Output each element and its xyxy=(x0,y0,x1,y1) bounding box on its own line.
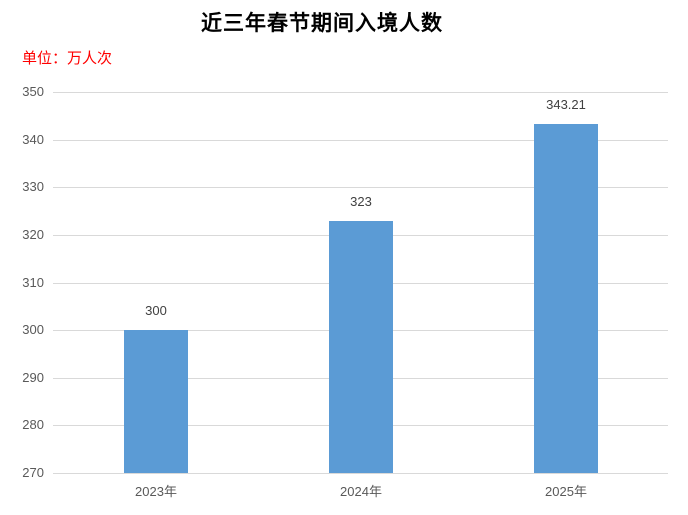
bar-value-label: 300 xyxy=(145,303,167,318)
y-axis-tick-label: 320 xyxy=(22,227,44,242)
y-axis-tick-label: 350 xyxy=(22,84,44,99)
chart-title: 近三年春节期间入境人数 xyxy=(201,11,443,35)
x-axis-category-label: 2024年 xyxy=(340,484,382,499)
bar-value-label: 323 xyxy=(350,194,372,209)
gridline xyxy=(53,140,668,141)
y-axis-tick-label: 310 xyxy=(22,275,44,290)
gridline xyxy=(53,473,668,474)
unit-label: 单位：万人次 xyxy=(22,50,113,67)
bar xyxy=(124,330,188,473)
x-axis-category-label: 2025年 xyxy=(545,484,587,499)
y-axis-tick-label: 340 xyxy=(22,132,44,147)
x-axis-category-label: 2023年 xyxy=(135,484,177,499)
gridline xyxy=(53,187,668,188)
bar-value-label: 343.21 xyxy=(546,97,586,112)
y-axis-tick-label: 330 xyxy=(22,179,44,194)
gridline xyxy=(53,92,668,93)
bar xyxy=(329,221,393,473)
bar xyxy=(534,124,598,473)
y-axis-tick-label: 300 xyxy=(22,322,44,337)
y-axis-tick-label: 270 xyxy=(22,465,44,480)
y-axis-tick-label: 290 xyxy=(22,370,44,385)
y-axis-tick-label: 280 xyxy=(22,417,44,432)
